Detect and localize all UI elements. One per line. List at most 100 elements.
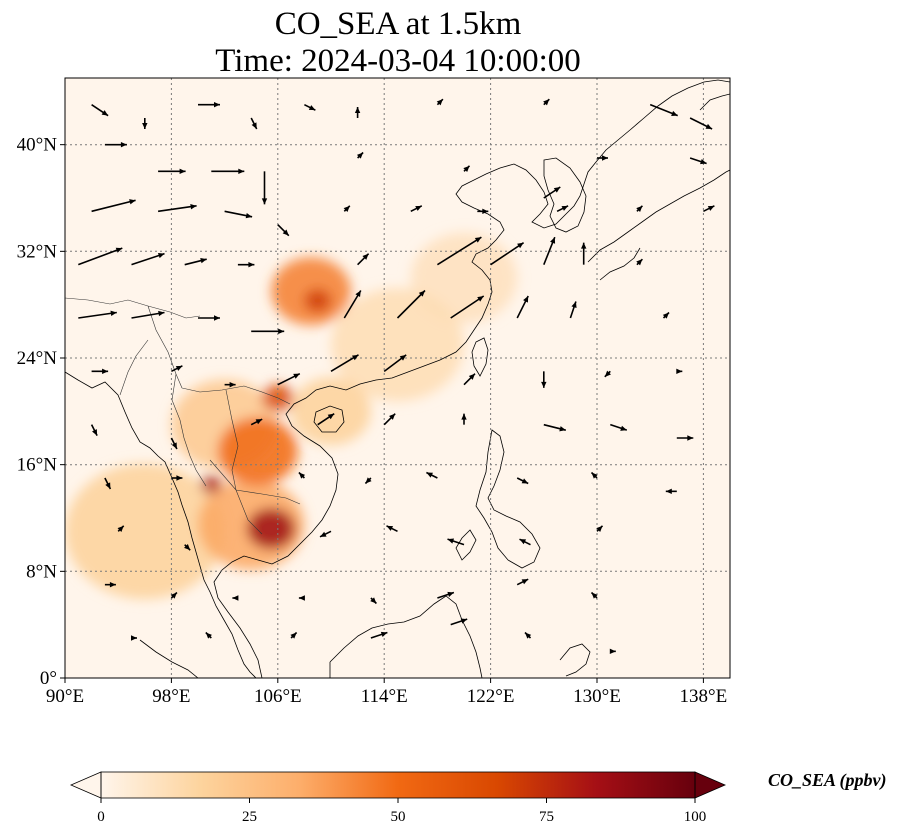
- co-plume: [217, 417, 298, 486]
- coastline-japan: [587, 93, 730, 281]
- map-title-line1: CO_SEA at 1.5km: [275, 6, 522, 42]
- wind-arrow: [184, 258, 207, 266]
- wind-arrow: [649, 103, 678, 117]
- wind-arrow: [277, 224, 290, 237]
- wind-arrow: [290, 631, 298, 639]
- wind-arrow: [90, 424, 98, 437]
- wind-arrow: [596, 525, 604, 532]
- wind-arrow: [158, 168, 186, 175]
- wind-arrow: [250, 117, 258, 130]
- wind-vectors: [78, 98, 715, 655]
- wind-arrow: [78, 310, 117, 319]
- coastline-mainland: [65, 79, 730, 678]
- wind-arrow: [91, 104, 109, 117]
- wind-arrow: [662, 311, 670, 319]
- wind-arrow: [157, 204, 197, 213]
- wind-arrow: [590, 591, 598, 599]
- coastline-philippines: [455, 429, 541, 569]
- map-frame: [64, 77, 731, 679]
- wind-arrow: [383, 413, 396, 426]
- wind-arrow: [237, 261, 255, 268]
- wind-arrow: [541, 371, 547, 388]
- wind-arrow: [703, 205, 715, 213]
- wind-arrow: [224, 210, 253, 219]
- wind-arrow: [298, 595, 305, 601]
- colorbar-max-extend: [694, 771, 727, 799]
- wind-arrow: [524, 631, 532, 639]
- wind-arrow: [410, 205, 423, 213]
- wind-arrow: [104, 581, 116, 588]
- wind-arrow: [676, 435, 694, 441]
- wind-arrow: [343, 290, 362, 319]
- wind-arrow: [569, 301, 577, 319]
- wind-arrow: [170, 591, 178, 599]
- x-tick-label: 122°E: [467, 686, 515, 707]
- wind-arrow: [224, 381, 236, 388]
- co-plume: [331, 288, 464, 402]
- wind-arrow: [590, 471, 598, 479]
- x-tick-label: 138°E: [680, 686, 728, 707]
- gridlines: [65, 78, 730, 678]
- wind-arrow: [436, 98, 444, 106]
- wind-arrow: [205, 631, 212, 639]
- wind-arrow: [104, 477, 112, 490]
- wind-arrow: [142, 118, 148, 129]
- wind-arrow: [170, 437, 178, 450]
- wind-arrow: [370, 631, 388, 639]
- wind-arrow: [91, 199, 136, 213]
- wind-arrow: [463, 165, 471, 172]
- colorbar-bar: [101, 772, 695, 798]
- coastline-sumatra: [139, 639, 199, 678]
- y-tick-label: 32°N: [17, 241, 58, 262]
- colorbar-tick-label: 25: [242, 809, 257, 825]
- coastline-korea: [543, 157, 587, 233]
- wind-arrow: [357, 253, 370, 266]
- wind-arrow: [78, 247, 123, 266]
- wind-arrow: [131, 310, 165, 319]
- country-borders: [65, 297, 301, 535]
- wind-arrow: [396, 289, 426, 319]
- wind-arrow: [304, 103, 316, 111]
- wind-arrow: [516, 578, 529, 586]
- wind-arrow: [251, 328, 285, 335]
- wind-arrow: [298, 471, 306, 479]
- wind-arrow: [636, 258, 643, 266]
- wind-arrow: [604, 370, 611, 378]
- wind-arrow: [543, 423, 566, 432]
- wind-arrow: [131, 252, 165, 266]
- wind-arrow: [277, 372, 301, 386]
- colorbar-ticks: 0 25 50 75 100: [97, 798, 706, 825]
- colorbar-label: CO_SEA (ppbv): [768, 770, 887, 791]
- wind-arrow: [117, 525, 125, 532]
- x-tick-label: 114°E: [361, 686, 408, 707]
- coastline-hainan: [313, 405, 345, 433]
- wind-arrow: [250, 418, 263, 426]
- border-lines: [65, 297, 301, 535]
- y-axis-ticks: 0° 8°N 16°N 24°N 32°N 40°N: [17, 135, 65, 689]
- y-tick-label: 16°N: [17, 455, 58, 476]
- wind-arrow: [689, 157, 707, 165]
- wind-arrow: [383, 354, 407, 372]
- wind-arrow: [676, 368, 683, 375]
- wind-arrow: [519, 538, 531, 546]
- co-concentration-layer: [65, 232, 518, 600]
- wind-arrow: [211, 168, 245, 175]
- colorbar-tick-label: 100: [684, 809, 707, 825]
- wind-arrow: [516, 295, 529, 319]
- coastline-sulawesi: [559, 643, 591, 677]
- coastlines: [65, 79, 730, 678]
- colorbar-tick-label: 75: [539, 809, 554, 825]
- wind-arrow: [665, 488, 677, 495]
- y-tick-label: 0°: [40, 668, 57, 689]
- wind-arrow: [463, 373, 476, 386]
- wind-arrow: [198, 101, 220, 108]
- x-axis-ticks: 90°E 98°E 106°E 114°E 122°E 130°E 138°E: [46, 678, 727, 707]
- x-tick-label: 90°E: [46, 686, 84, 707]
- wind-arrow: [450, 618, 468, 626]
- wind-arrow: [91, 368, 109, 375]
- wind-arrow: [330, 354, 359, 373]
- wind-arrow: [597, 155, 608, 161]
- wind-arrow: [261, 171, 268, 205]
- wind-arrow: [450, 295, 485, 319]
- coastline-taiwan: [471, 337, 489, 377]
